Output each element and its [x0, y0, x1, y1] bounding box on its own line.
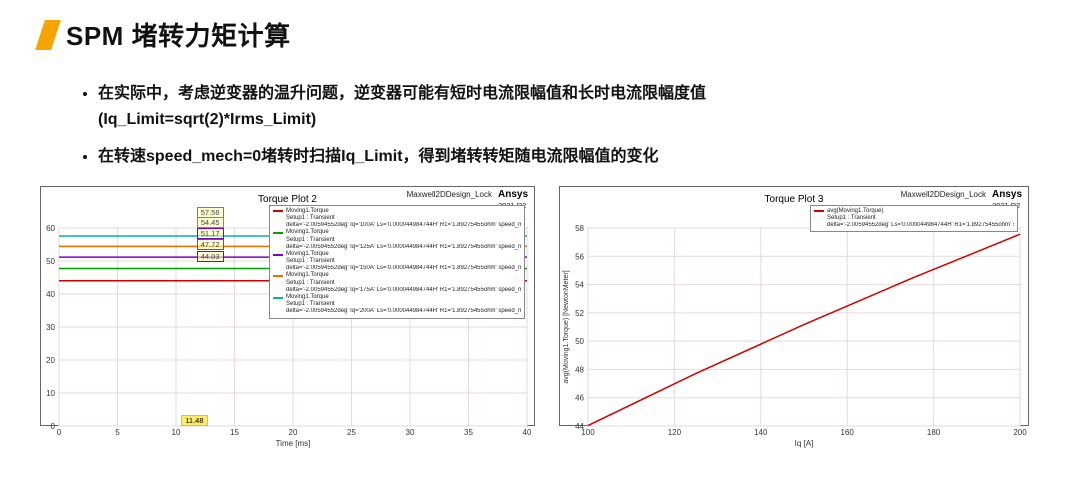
- svg-text:50: 50: [575, 337, 584, 346]
- svg-text:160: 160: [841, 428, 855, 437]
- value-tag: 54.45: [197, 217, 224, 228]
- svg-text:52: 52: [575, 309, 584, 318]
- design-label: Maxwell2DDesign_Lock: [407, 190, 492, 199]
- bullet-line1: 在转速speed_mech=0堵转时扫描Iq_Limit，得到堵转转矩随电流限幅…: [98, 148, 659, 165]
- svg-text:20: 20: [289, 428, 298, 437]
- svg-text:46: 46: [575, 393, 584, 402]
- charts-row: Torque Plot 2 Maxwell2DDesign_Lock Ansys…: [40, 186, 1031, 426]
- svg-text:40: 40: [46, 290, 55, 299]
- chart2-svg: 1001201401601802004446485052545658Iq [A]…: [560, 210, 1030, 450]
- value-tag: 51.17: [197, 228, 224, 239]
- bullet-item: 在转速speed_mech=0堵转时扫描Iq_Limit，得到堵转转矩随电流限幅…: [98, 144, 1031, 170]
- svg-text:Iq [A]: Iq [A]: [795, 439, 814, 448]
- bullet-line2: (Iq_Limit=sqrt(2)*Irms_Limit): [98, 111, 316, 128]
- value-tag: 44.03: [197, 251, 224, 262]
- brand-label: Ansys: [498, 189, 528, 200]
- svg-text:50: 50: [46, 257, 55, 266]
- value-tag: 47.72: [197, 239, 224, 250]
- svg-text:avg(Moving1.Torque) [NewtonMet: avg(Moving1.Torque) [NewtonMeter]: [563, 270, 570, 383]
- svg-text:44: 44: [575, 422, 584, 431]
- svg-text:5: 5: [115, 428, 120, 437]
- legend: avg(Moving1.Torque)Setup1 : Transientdel…: [810, 205, 1018, 233]
- svg-text:140: 140: [754, 428, 768, 437]
- torque-plot-3: Torque Plot 3 Maxwell2DDesign_Lock Ansys…: [559, 186, 1029, 426]
- svg-text:30: 30: [46, 323, 55, 332]
- bullet-item: 在实际中，考虑逆变器的温升问题，逆变器可能有短时电流限幅值和长时电流限幅度值 (…: [98, 81, 1031, 132]
- svg-text:10: 10: [46, 389, 55, 398]
- page-title: SPM 堵转力矩计算: [66, 16, 291, 53]
- svg-text:56: 56: [575, 252, 584, 261]
- bullet-list: 在实际中，考虑逆变器的温升问题，逆变器可能有短时电流限幅值和长时电流限幅度值 (…: [40, 81, 1031, 170]
- title-row: SPM 堵转力矩计算: [40, 16, 1031, 53]
- svg-text:10: 10: [172, 428, 181, 437]
- svg-text:Time [ms]: Time [ms]: [276, 439, 311, 448]
- slide: SPM 堵转力矩计算 在实际中，考虑逆变器的温升问题，逆变器可能有短时电流限幅值…: [0, 0, 1071, 502]
- x-marker-tag: 11.48: [181, 415, 207, 426]
- svg-text:15: 15: [230, 428, 239, 437]
- svg-text:48: 48: [575, 365, 584, 374]
- svg-text:120: 120: [668, 428, 682, 437]
- svg-text:200: 200: [1013, 428, 1027, 437]
- design-label: Maxwell2DDesign_Lock: [901, 190, 986, 199]
- svg-text:0: 0: [51, 422, 56, 431]
- torque-plot-2: Torque Plot 2 Maxwell2DDesign_Lock Ansys…: [40, 186, 535, 426]
- title-accent: [35, 20, 61, 50]
- bullet-line1: 在实际中，考虑逆变器的温升问题，逆变器可能有短时电流限幅值和长时电流限幅度值: [98, 85, 706, 102]
- svg-text:180: 180: [927, 428, 941, 437]
- svg-text:60: 60: [46, 224, 55, 233]
- svg-text:35: 35: [464, 428, 473, 437]
- svg-text:54: 54: [575, 280, 584, 289]
- svg-text:0: 0: [57, 428, 62, 437]
- svg-text:30: 30: [406, 428, 415, 437]
- svg-text:40: 40: [523, 428, 532, 437]
- legend: Moving1.TorqueSetup1 : Transientdelta='-…: [269, 205, 525, 319]
- svg-text:25: 25: [347, 428, 356, 437]
- brand-label: Ansys: [992, 189, 1022, 200]
- svg-text:20: 20: [46, 356, 55, 365]
- svg-text:58: 58: [575, 224, 584, 233]
